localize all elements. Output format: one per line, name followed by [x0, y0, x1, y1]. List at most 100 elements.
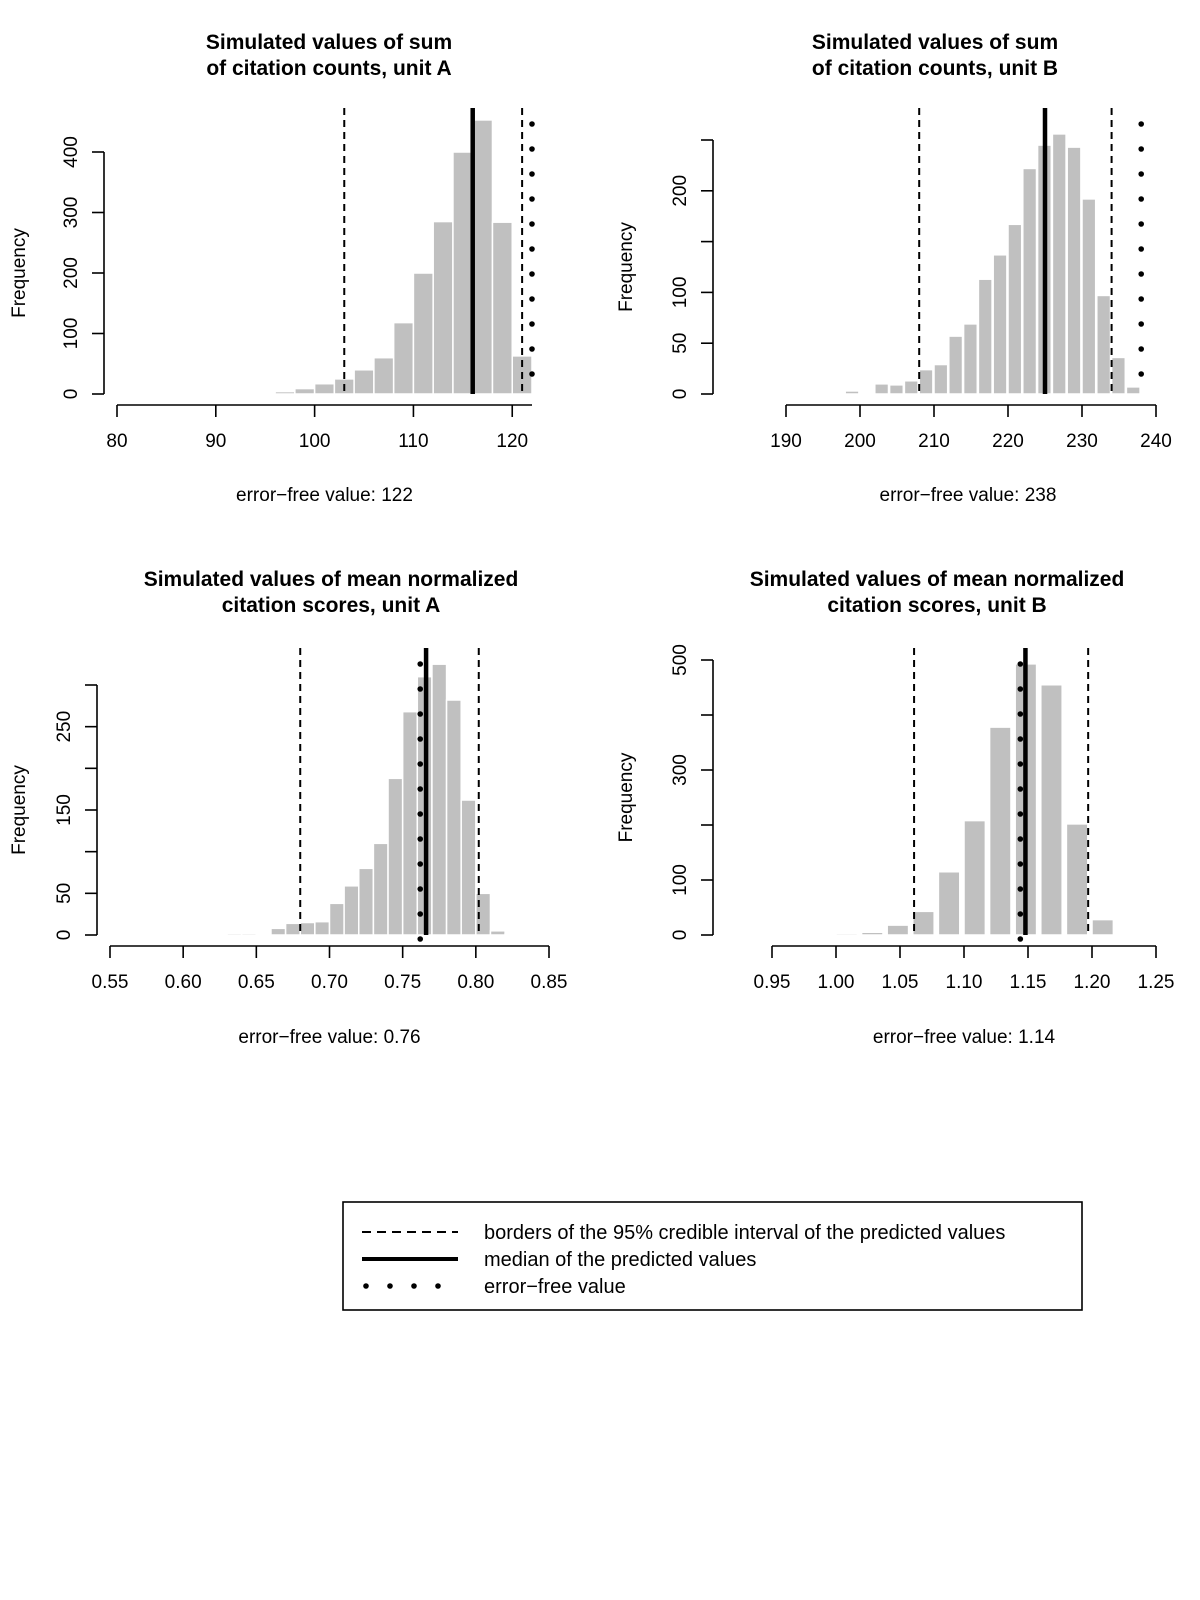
histogram-panel-3: Simulated values of mean normalized citat…	[9, 568, 567, 1048]
y-tick-label: 50	[670, 333, 691, 354]
x-tick-label: 120	[496, 431, 528, 452]
histogram-panels: Simulated values of sum of citation count…	[9, 31, 1174, 1048]
bars	[274, 119, 533, 395]
legend-label-error-free: error−free value	[484, 1276, 626, 1298]
x-tick-label: 1.25	[1138, 972, 1175, 993]
x-axis: 190 200 210 220 230 240	[770, 404, 1172, 452]
y-axis: 0 50 100 200	[670, 139, 714, 400]
histogram-bar	[274, 390, 296, 395]
x-tick-label: 0.85	[531, 972, 568, 993]
histogram-panel-4: Simulated values of mean normalized citat…	[616, 568, 1174, 1048]
legend-box	[342, 1201, 1083, 1311]
histogram-bar	[1007, 223, 1023, 395]
histogram-bar	[1040, 684, 1063, 936]
x-tick-label: 0.80	[457, 972, 494, 993]
y-axis: 0 100 300 500	[670, 644, 714, 940]
histogram-bar	[912, 910, 935, 936]
histogram-bar	[903, 380, 919, 395]
error-free-line	[1138, 121, 1144, 377]
histogram-bar	[962, 323, 979, 395]
y-tick-label: 150	[54, 794, 75, 826]
histogram-bar	[977, 278, 993, 395]
x-tick-label: 110	[398, 431, 428, 452]
histogram-bar	[431, 663, 448, 936]
x-axis-label: error−free value: 0.76	[238, 1027, 420, 1048]
histogram-bar	[343, 885, 360, 936]
histogram-bar	[809, 933, 833, 936]
x-axis: 0.95 1.00 1.05 1.10 1.15 1.20 1.25	[754, 945, 1175, 993]
histogram-bar	[182, 933, 199, 936]
y-tick-label: 250	[54, 711, 75, 743]
x-axis: 80 90 100 110 120	[106, 404, 532, 452]
histogram-bar	[270, 927, 287, 936]
x-tick-label: 0.55	[92, 972, 129, 993]
histogram-bar	[1096, 294, 1112, 395]
bars	[829, 133, 1141, 395]
histogram-bar	[489, 930, 506, 936]
x-tick-label: 0.65	[238, 972, 275, 993]
y-tick-label: 500	[670, 644, 691, 676]
x-axis-label: error−free value: 238	[880, 485, 1057, 506]
histogram-bar	[874, 383, 890, 395]
histogram-panel-2: Simulated values of sum of citation count…	[616, 31, 1172, 506]
histogram-bar	[937, 871, 961, 936]
error-free-line	[417, 661, 424, 942]
legend: borders of the 95% credible interval of …	[342, 1201, 1083, 1311]
histogram-bar	[353, 369, 375, 395]
chart-title-line-2: of citation counts, unit A	[206, 57, 451, 80]
chart-title-line-1: Simulated values of mean normalized	[750, 568, 1125, 591]
x-tick-label: 1.20	[1074, 972, 1111, 993]
y-axis-label: Frequency	[616, 752, 637, 842]
histogram-bar	[504, 933, 521, 936]
histogram-bar	[460, 799, 477, 936]
histogram-bar	[835, 932, 859, 936]
y-tick-label: 100	[670, 864, 691, 896]
histogram-bar	[844, 390, 860, 395]
histogram-bar	[860, 931, 884, 936]
x-tick-label: 190	[770, 431, 802, 452]
y-axis-label: Frequency	[616, 222, 637, 312]
histogram-bar	[294, 387, 316, 395]
histogram-bar	[918, 368, 934, 395]
histogram-bar	[491, 221, 513, 395]
histogram-bar	[963, 819, 987, 936]
y-axis: 0 100 200 300 400	[61, 136, 105, 399]
histogram-bar	[888, 384, 905, 395]
histogram-bar	[299, 921, 316, 936]
chart-title-line-1: Simulated values of mean normalized	[144, 568, 519, 591]
x-tick-label: 230	[1066, 431, 1098, 452]
histogram-bar	[314, 920, 331, 936]
y-tick-label: 100	[61, 318, 82, 350]
chart-title-line-2: citation scores, unit A	[222, 594, 441, 617]
x-tick-label: 1.00	[818, 972, 855, 993]
histogram-panel-1: Simulated values of sum of citation count…	[9, 31, 535, 506]
x-axis: 0.55 0.60 0.65 0.70 0.75 0.80 0.85	[92, 945, 568, 993]
histogram-bar	[988, 726, 1012, 936]
histogram-bar	[992, 254, 1008, 395]
histogram-bar	[358, 867, 375, 936]
y-tick-label: 400	[61, 136, 82, 168]
y-tick-label: 0	[670, 389, 691, 400]
y-tick-label: 0	[54, 930, 75, 941]
legend-label-credible-interval: borders of the 95% credible interval of …	[484, 1222, 1005, 1244]
histogram-bar	[240, 932, 258, 936]
histogram-bar	[1065, 823, 1089, 936]
x-tick-label: 0.70	[311, 972, 348, 993]
x-tick-label: 1.10	[946, 972, 983, 993]
y-axis: 0 50 150 250	[54, 684, 98, 941]
x-tick-label: 0.95	[754, 972, 791, 993]
error-free-line	[1017, 661, 1024, 942]
histogram-bar	[284, 922, 301, 936]
histogram-bar	[211, 933, 228, 936]
chart-title-line-1: Simulated values of sum	[812, 31, 1058, 54]
y-tick-label: 300	[61, 197, 82, 229]
histogram-bar	[255, 933, 272, 936]
y-tick-label: 300	[670, 754, 691, 786]
histogram-bar	[401, 710, 419, 936]
x-tick-label: 0.75	[384, 972, 421, 993]
bars	[182, 663, 521, 936]
histogram-bar	[328, 902, 345, 936]
histogram-bar	[471, 119, 494, 395]
histogram-bar	[313, 382, 336, 395]
